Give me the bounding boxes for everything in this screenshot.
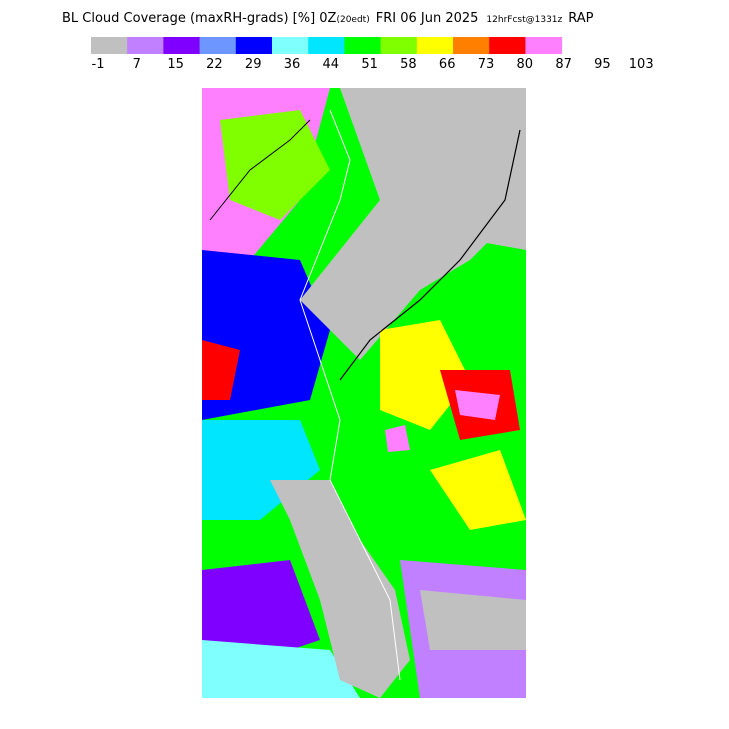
colorbar-label: 29 [245, 57, 262, 72]
land-clear [300, 88, 520, 360]
title-main: BL Cloud Coverage (maxRH-grads) [%] 0Z [62, 11, 337, 26]
field-patch [385, 425, 410, 452]
field-patch [202, 640, 360, 698]
title-date: FRI 06 Jun 2025 [376, 11, 479, 26]
field-patch [202, 340, 240, 400]
colorbar-swatch [163, 37, 201, 54]
colorbar-label: -1 [92, 57, 105, 72]
colorbar-label: 87 [555, 57, 572, 72]
colorbar-label: 95 [594, 57, 611, 72]
field-patch [430, 450, 526, 530]
land-clear [420, 590, 526, 650]
colorbar-label: 15 [167, 57, 184, 72]
colorbar-swatch [127, 37, 164, 54]
field-patch [455, 390, 500, 420]
colorbar-swatch [344, 37, 382, 54]
colorbar-label: 36 [284, 57, 301, 72]
field-patch [220, 110, 330, 220]
title-local-time: (20edt) [336, 15, 369, 25]
colorbar-swatch [272, 37, 309, 54]
colorbar-label: 22 [206, 57, 223, 72]
colorbar-label: 103 [629, 57, 654, 72]
title-forecast: 12hrFcst@1331z [486, 15, 562, 25]
land-clear [270, 480, 410, 698]
colorbar-swatch [489, 37, 526, 54]
title: BL Cloud Coverage (maxRH-grads) [%] 0Z(2… [62, 11, 594, 26]
colorbar-swatch [199, 37, 237, 54]
colorbar-swatch [91, 37, 128, 54]
colorbar-label: 51 [361, 57, 378, 72]
coastline [299, 109, 401, 681]
colorbar-swatch [308, 37, 345, 54]
field-patch [202, 560, 320, 660]
colorbar-swatch [453, 37, 490, 54]
colorbar-label: 7 [133, 57, 141, 72]
field-patch [380, 320, 470, 430]
contour-line [209, 119, 311, 221]
colorbar-label: 80 [517, 57, 534, 72]
colorbar: -1 7 15 22 29 36 44 51 58 66 73 80 87 95 103 [91, 37, 654, 72]
field-patch [202, 420, 320, 520]
contour-line [339, 129, 521, 381]
colorbar-label: 73 [478, 57, 495, 72]
colorbar-label: 58 [400, 57, 417, 72]
colorbar-swatch [416, 37, 454, 54]
colorbar-swatch [525, 37, 563, 54]
colorbar-swatch [235, 37, 273, 54]
colorbar-label: 44 [323, 57, 340, 72]
colorbar-swatch [380, 37, 418, 54]
title-model: RAP [568, 11, 593, 26]
colorbar-label: 66 [439, 57, 456, 72]
map [202, 88, 526, 698]
